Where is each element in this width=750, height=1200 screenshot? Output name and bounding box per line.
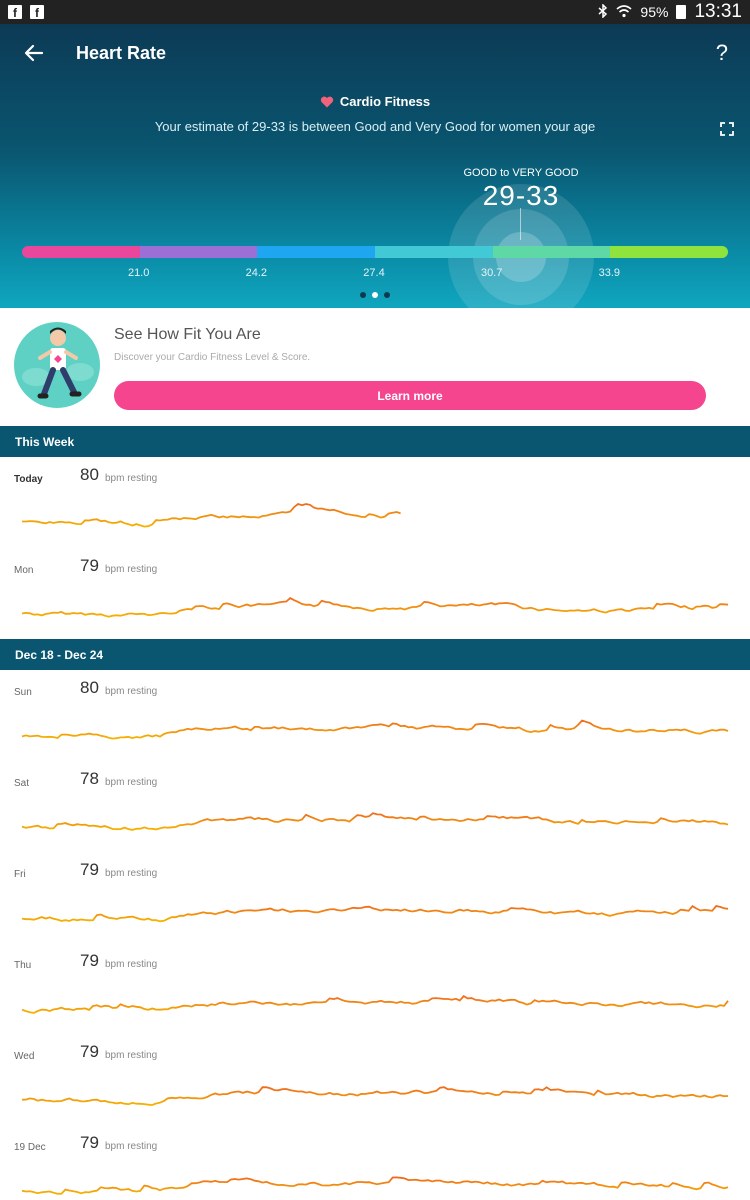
heart-rate-sparkline: [21, 591, 729, 625]
heart-rate-sparkline: [22, 500, 728, 534]
day-row[interactable]: Sat 78 bpm resting: [0, 761, 750, 852]
resting-bpm-value: 79: [80, 556, 99, 575]
page-title: Heart Rate: [76, 42, 167, 63]
day-row[interactable]: Sun 80 bpm resting: [0, 670, 750, 761]
heart-rate-trace: [21, 719, 729, 740]
section-header: Dec 18 - Dec 24: [0, 639, 750, 670]
heart-icon: [320, 96, 333, 107]
bpm-unit: bpm resting: [105, 564, 158, 575]
day-label: Fri: [14, 869, 26, 880]
heart-rate-trace: [21, 597, 729, 618]
learn-more-button[interactable]: Learn more: [114, 381, 706, 410]
day-row[interactable]: Fri 79 bpm resting: [0, 852, 750, 943]
meter-segment: [139, 246, 258, 258]
heart-rate-sparkline: [21, 804, 729, 838]
clock: 13:31: [694, 1, 742, 22]
day-label: Thu: [14, 960, 32, 971]
meter-tick-label: 21.0: [127, 267, 150, 279]
meter-tick-label: 33.9: [598, 267, 621, 279]
resting-heart-rate-list: This Week Today 80 bpm resting Mon 79 bpm res…: [0, 426, 750, 1200]
meter-tick-label: 30.7: [480, 267, 503, 279]
resting-bpm-value: 79: [80, 951, 99, 970]
bpm-unit: bpm resting: [105, 686, 158, 697]
facebook-icon: f: [30, 5, 44, 19]
bpm-unit: bpm resting: [105, 777, 158, 788]
resting-bpm-value: 80: [80, 678, 99, 697]
pager-dot[interactable]: [372, 292, 378, 298]
heart-rate-trace: [21, 994, 729, 1014]
heart-rate-trace: [22, 503, 401, 528]
heart-rate-sparkline: [21, 1077, 729, 1111]
fitness-meter-bar: [22, 246, 728, 258]
bpm-unit: bpm resting: [105, 473, 158, 484]
cardio-fitness-label: Cardio Fitness: [339, 94, 431, 109]
day-row[interactable]: Thu 79 bpm resting: [0, 943, 750, 1034]
meter-segment: [492, 246, 611, 258]
resting-bpm-value: 78: [80, 769, 99, 788]
pager-dot[interactable]: [360, 292, 366, 298]
bpm-unit: bpm resting: [105, 1050, 158, 1061]
day-label: 19 Dec: [14, 1142, 46, 1153]
resting-bpm-value: 79: [80, 860, 99, 879]
day-row[interactable]: Mon 79 bpm resting: [0, 548, 750, 639]
help-icon[interactable]: ?: [715, 40, 728, 65]
meter-segment: [22, 246, 140, 258]
wifi-icon: [616, 4, 632, 21]
status-bar: f f 95% 13:31: [0, 0, 750, 24]
day-row[interactable]: Wed 79 bpm resting: [0, 1034, 750, 1125]
battery-icon: [676, 5, 687, 19]
heart-rate-sparkline: [21, 986, 729, 1020]
facebook-icon: f: [8, 5, 22, 19]
promo-card: See How Fit You Are Discover your Cardio…: [0, 308, 750, 426]
range-value: 29-33: [482, 180, 560, 211]
resting-bpm-value: 80: [80, 465, 99, 484]
day-label: Sat: [14, 778, 30, 789]
resting-bpm-value: 79: [80, 1133, 99, 1152]
range-category: GOOD to VERY GOOD: [463, 167, 579, 179]
status-indicators: 95% 13:31: [598, 1, 742, 23]
meter-segment: [375, 246, 493, 258]
estimate-marker: [520, 208, 521, 240]
pager-dot[interactable]: [384, 292, 390, 298]
day-row[interactable]: 19 Dec 79 bpm resting: [0, 1125, 750, 1200]
day-row[interactable]: Today 80 bpm resting: [0, 457, 750, 548]
heart-rate-trace: [21, 1176, 729, 1195]
day-label: Wed: [14, 1051, 35, 1062]
resting-bpm-value: 79: [80, 1042, 99, 1061]
app-bar: Heart Rate ?: [0, 24, 750, 82]
runner-illustration: [14, 322, 100, 408]
fitness-meter-ticks: 21.0 24.2 27.4 30.7 33.9: [0, 267, 750, 283]
heart-rate-sparkline: [21, 895, 729, 929]
day-label: Mon: [14, 565, 34, 576]
cardio-fitness-subtitle: Your estimate of 29-33 is between Good a…: [154, 119, 596, 134]
bpm-unit: bpm resting: [105, 959, 158, 970]
heart-rate-trace: [21, 1086, 729, 1106]
meter-tick-label: 24.2: [245, 267, 268, 279]
cardio-fitness-title: Cardio Fitness: [0, 94, 750, 109]
notification-icons: f f: [8, 5, 44, 19]
bluetooth-icon: [598, 2, 608, 21]
day-label: Today: [14, 474, 43, 485]
cardio-fitness-panel[interactable]: Heart Rate ? Cardio Fitness Your estimat…: [0, 24, 750, 330]
bpm-unit: bpm resting: [105, 868, 158, 879]
heart-rate-sparkline: [21, 713, 729, 747]
pager-dots[interactable]: [0, 292, 750, 298]
section-header: This Week: [0, 426, 750, 457]
meter-segment: [257, 246, 376, 258]
battery-percent: 95%: [640, 4, 669, 20]
fullscreen-icon[interactable]: [720, 122, 734, 136]
heart-rate-trace: [21, 904, 729, 923]
meter-segment: [610, 246, 728, 258]
promo-description: Discover your Cardio Fitness Level & Sco…: [114, 352, 311, 363]
bpm-unit: bpm resting: [105, 1141, 158, 1152]
heart-rate-trace: [21, 812, 729, 831]
promo-title: See How Fit You Are: [114, 326, 261, 343]
day-label: Sun: [14, 687, 32, 698]
back-arrow-icon[interactable]: [22, 41, 46, 65]
meter-tick-label: 27.4: [363, 267, 385, 279]
heart-rate-sparkline: [21, 1168, 729, 1200]
